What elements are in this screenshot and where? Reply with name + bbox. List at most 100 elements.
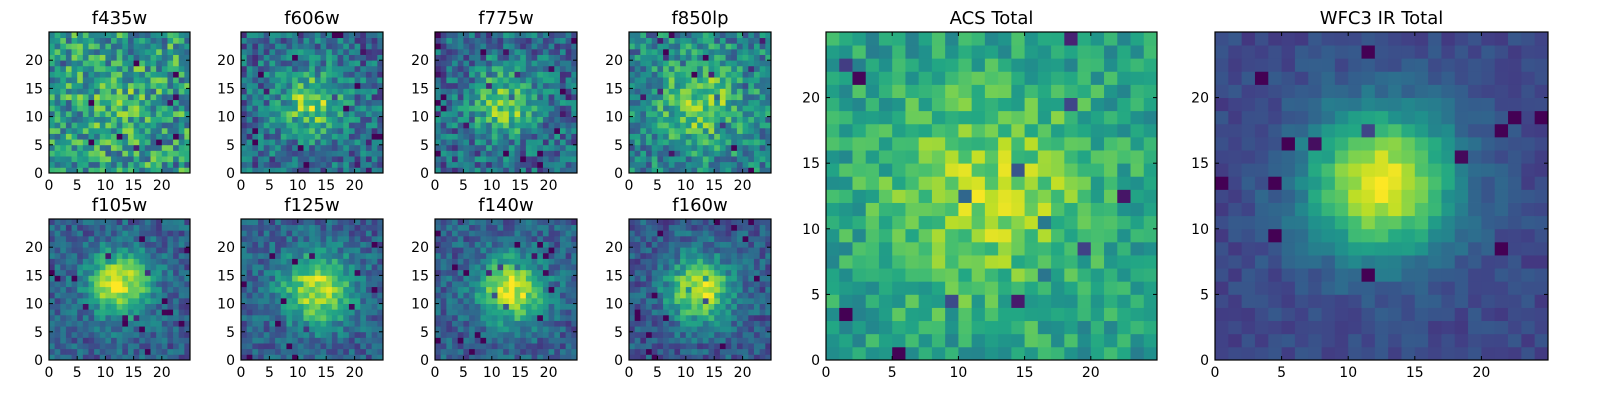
heatmap-cell	[571, 60, 578, 67]
heatmap-cell	[520, 167, 527, 174]
heatmap-cell	[480, 275, 487, 282]
heatmap-cell	[77, 82, 84, 89]
heatmap-cell	[559, 65, 567, 72]
heatmap-cell	[139, 286, 146, 293]
heatmap-cell	[252, 99, 259, 106]
heatmap-cell	[365, 150, 373, 157]
heatmap-cell	[759, 60, 766, 67]
heatmap-cell	[474, 343, 481, 350]
heatmap-cell	[258, 122, 265, 129]
heatmap-cell	[354, 99, 361, 106]
heatmap-cell	[156, 37, 163, 44]
heatmap-cell	[246, 144, 253, 151]
heatmap-cell	[105, 292, 112, 299]
heatmap-cell	[731, 303, 738, 310]
heatmap-cell	[71, 230, 78, 237]
heatmap-cell	[520, 122, 527, 129]
heatmap-cell	[331, 60, 338, 67]
heatmap-cell	[446, 161, 453, 168]
heatmap-cell	[88, 88, 95, 95]
heatmap-cell	[371, 77, 378, 84]
heatmap-cell	[765, 110, 772, 117]
heatmap-cell	[640, 48, 647, 55]
heatmap-cell	[88, 43, 95, 50]
heatmap-cell	[133, 167, 140, 174]
heatmap-cell	[480, 32, 487, 39]
heatmap-cell	[241, 247, 248, 254]
heatmap-cell	[508, 60, 515, 67]
heatmap-cell	[765, 54, 772, 61]
heatmap-cell	[309, 156, 316, 163]
heatmap-cell	[337, 122, 344, 129]
heatmap-cell	[161, 258, 168, 265]
heatmap-cell	[122, 99, 129, 106]
heatmap-cell	[275, 99, 282, 106]
heatmap-cell	[105, 105, 112, 112]
heatmap-cell	[742, 48, 749, 55]
heatmap-cell	[371, 88, 378, 95]
heatmap-cell	[548, 77, 555, 84]
heatmap-cell	[565, 116, 572, 123]
heatmap-cell	[60, 303, 67, 310]
heatmap-cell	[241, 292, 248, 299]
heatmap-cell	[343, 94, 350, 101]
heatmap-cell	[88, 150, 95, 157]
heatmap-cell	[559, 88, 567, 95]
heatmap-cell	[314, 105, 321, 112]
heatmap-cell	[491, 150, 498, 157]
heatmap-cell	[280, 281, 287, 288]
heatmap-cell	[246, 343, 253, 350]
heatmap-cell	[537, 309, 544, 316]
heatmap-cell	[531, 230, 538, 237]
heatmap-cell	[731, 161, 738, 168]
heatmap-cell	[280, 139, 287, 146]
heatmap-cell	[685, 156, 692, 163]
heatmap-cell	[354, 88, 361, 95]
heatmap-cell	[508, 241, 515, 248]
heatmap-cell	[634, 303, 641, 310]
heatmap-cell	[365, 252, 373, 259]
heatmap-cell	[258, 348, 265, 355]
heatmap-cell	[286, 292, 293, 299]
heatmap-cell	[634, 144, 641, 151]
heatmap-cell	[178, 139, 185, 146]
heatmap-cell	[548, 156, 555, 163]
heatmap-cell	[565, 235, 572, 242]
heatmap-cell	[446, 48, 453, 55]
heatmap-cell	[674, 269, 681, 276]
heatmap-cell	[640, 139, 647, 146]
heatmap-cell	[697, 309, 704, 316]
heatmap-cell	[292, 32, 299, 39]
heatmap-cell	[748, 37, 755, 44]
heatmap-cell	[309, 150, 316, 157]
heatmap-cell	[150, 167, 157, 174]
heatmap-cell	[156, 292, 163, 299]
heatmap-cell	[354, 110, 361, 117]
heatmap-cell	[77, 241, 84, 248]
heatmap-cell	[503, 65, 510, 72]
heatmap-cell	[474, 354, 481, 361]
heatmap-cell	[508, 331, 515, 338]
heatmap-cell	[150, 264, 157, 271]
heatmap-cell	[331, 264, 338, 271]
heatmap-cell	[343, 309, 350, 316]
heatmap-cell	[691, 144, 698, 151]
heatmap-cell	[82, 150, 89, 157]
heatmap-cell	[337, 314, 344, 321]
heatmap-cell	[531, 82, 538, 89]
heatmap-cell	[548, 326, 555, 333]
heatmap-cell	[178, 269, 185, 276]
heatmap-cell	[241, 275, 248, 282]
heatmap-cell	[280, 60, 287, 67]
heatmap-cell	[542, 303, 549, 310]
heatmap-cell	[184, 156, 191, 163]
heatmap-cell	[554, 281, 561, 288]
heatmap-cell	[719, 37, 726, 44]
heatmap-cell	[309, 65, 316, 72]
heatmap-cell	[663, 82, 670, 89]
heatmap-cell	[150, 247, 157, 254]
heatmap-cell	[156, 269, 163, 276]
heatmap-cell	[435, 219, 442, 226]
heatmap-cell	[691, 116, 698, 123]
heatmap-cell	[725, 297, 732, 304]
